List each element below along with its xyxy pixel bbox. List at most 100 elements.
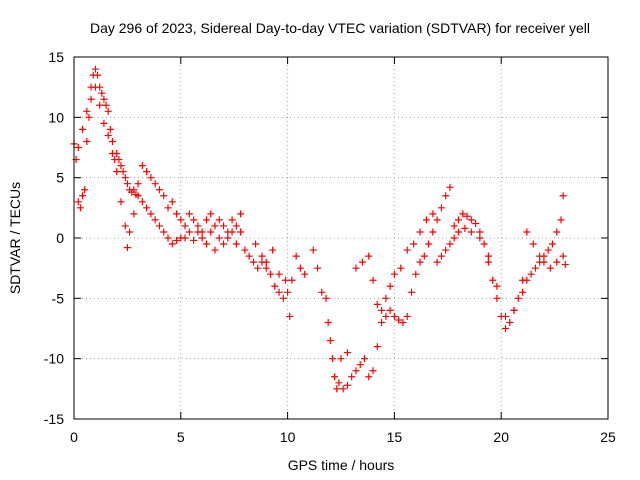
data-point-a <box>309 246 317 254</box>
data-point-a <box>527 270 535 278</box>
data-point-a <box>155 222 163 230</box>
data-point-b <box>211 246 219 254</box>
data-point-a <box>386 306 394 314</box>
data-point-b <box>173 210 181 218</box>
data-point-a <box>399 318 407 326</box>
data-point-a <box>390 312 398 320</box>
data-point-a <box>433 216 441 224</box>
data-point-b <box>386 282 394 290</box>
data-point-b <box>501 312 509 320</box>
data-point-a <box>437 204 445 212</box>
chart-title: Day 296 of 2023, Sidereal Day-to-day VTE… <box>90 20 590 36</box>
data-point-a <box>446 183 454 191</box>
data-point-a <box>173 236 181 244</box>
data-point-a <box>514 294 522 302</box>
data-point-a <box>420 252 428 260</box>
data-point-b <box>476 234 484 242</box>
data-point-a <box>459 210 467 218</box>
data-point-b <box>403 246 411 254</box>
data-point-b <box>155 186 163 194</box>
data-point-b <box>433 258 441 266</box>
data-point-b <box>442 246 450 254</box>
data-point-b <box>181 234 189 242</box>
data-point-b <box>79 125 87 133</box>
data-point-a <box>333 385 341 393</box>
data-point-b <box>168 198 176 206</box>
data-point-a <box>343 381 351 389</box>
data-point-a <box>232 222 240 230</box>
data-point-b <box>147 174 155 182</box>
data-point-a <box>463 212 471 220</box>
data-point-a <box>331 373 339 381</box>
data-point-b <box>337 355 345 363</box>
data-point-b <box>83 107 91 115</box>
data-point-b <box>138 162 146 170</box>
data-point-b <box>207 228 215 236</box>
data-point-b <box>232 240 240 248</box>
data-point-a <box>301 270 309 278</box>
data-point-a <box>296 264 304 272</box>
data-point-a <box>324 318 332 326</box>
data-point-a <box>81 186 89 194</box>
data-point-a <box>292 252 300 260</box>
data-point-b <box>343 349 351 357</box>
y-tick-label: 0 <box>56 230 64 246</box>
data-point-b <box>121 222 129 230</box>
data-point-a <box>138 198 146 206</box>
data-point-b <box>258 258 266 266</box>
data-point-a <box>100 95 108 103</box>
data-point-a <box>215 234 223 242</box>
data-point-b <box>185 228 193 236</box>
data-point-b <box>461 224 469 232</box>
data-point-a <box>258 252 266 260</box>
data-point-a <box>228 216 236 224</box>
data-point-a <box>93 71 101 79</box>
data-point-a <box>314 264 322 272</box>
data-point-b <box>130 210 138 218</box>
data-point-b <box>237 210 245 218</box>
data-point-a <box>348 373 356 381</box>
x-tick-label: 5 <box>177 429 185 445</box>
y-tick-label: 10 <box>48 109 64 125</box>
x-tick-label: 20 <box>493 429 509 445</box>
data-points-layer <box>70 65 569 393</box>
data-point-b <box>164 204 172 212</box>
data-point-b <box>108 150 116 158</box>
data-point-b <box>484 252 492 260</box>
data-point-a <box>335 379 343 387</box>
data-point-b <box>416 228 424 236</box>
data-point-b <box>553 258 561 266</box>
y-tick-label: 15 <box>48 49 64 65</box>
data-point-a <box>181 222 189 230</box>
data-point-a <box>147 210 155 218</box>
data-point-b <box>215 216 223 224</box>
data-point-b <box>352 264 360 272</box>
data-point-b <box>410 240 418 248</box>
data-point-a <box>407 288 415 296</box>
data-point-a <box>288 276 296 284</box>
data-point-b <box>202 240 210 248</box>
data-point-b <box>117 198 125 206</box>
data-point-b <box>493 282 501 290</box>
data-point-b <box>100 119 108 127</box>
data-point-a <box>493 294 501 302</box>
data-point-a <box>185 210 193 218</box>
data-point-b <box>74 144 82 151</box>
data-point-a <box>373 343 381 351</box>
data-point-a <box>286 312 294 320</box>
data-point-b <box>224 234 232 242</box>
data-point-a <box>480 240 488 248</box>
data-point-a <box>365 373 373 381</box>
data-point-b <box>546 264 554 272</box>
data-point-a <box>91 65 99 73</box>
data-point-a <box>117 162 125 170</box>
x-tick-label: 25 <box>600 429 616 445</box>
data-point-b <box>275 270 283 278</box>
x-tick-label: 15 <box>387 429 403 445</box>
data-point-b <box>160 192 168 200</box>
data-point-a <box>412 270 420 278</box>
data-point-a <box>254 264 262 272</box>
data-point-b <box>390 270 398 278</box>
data-point-a <box>151 216 159 224</box>
